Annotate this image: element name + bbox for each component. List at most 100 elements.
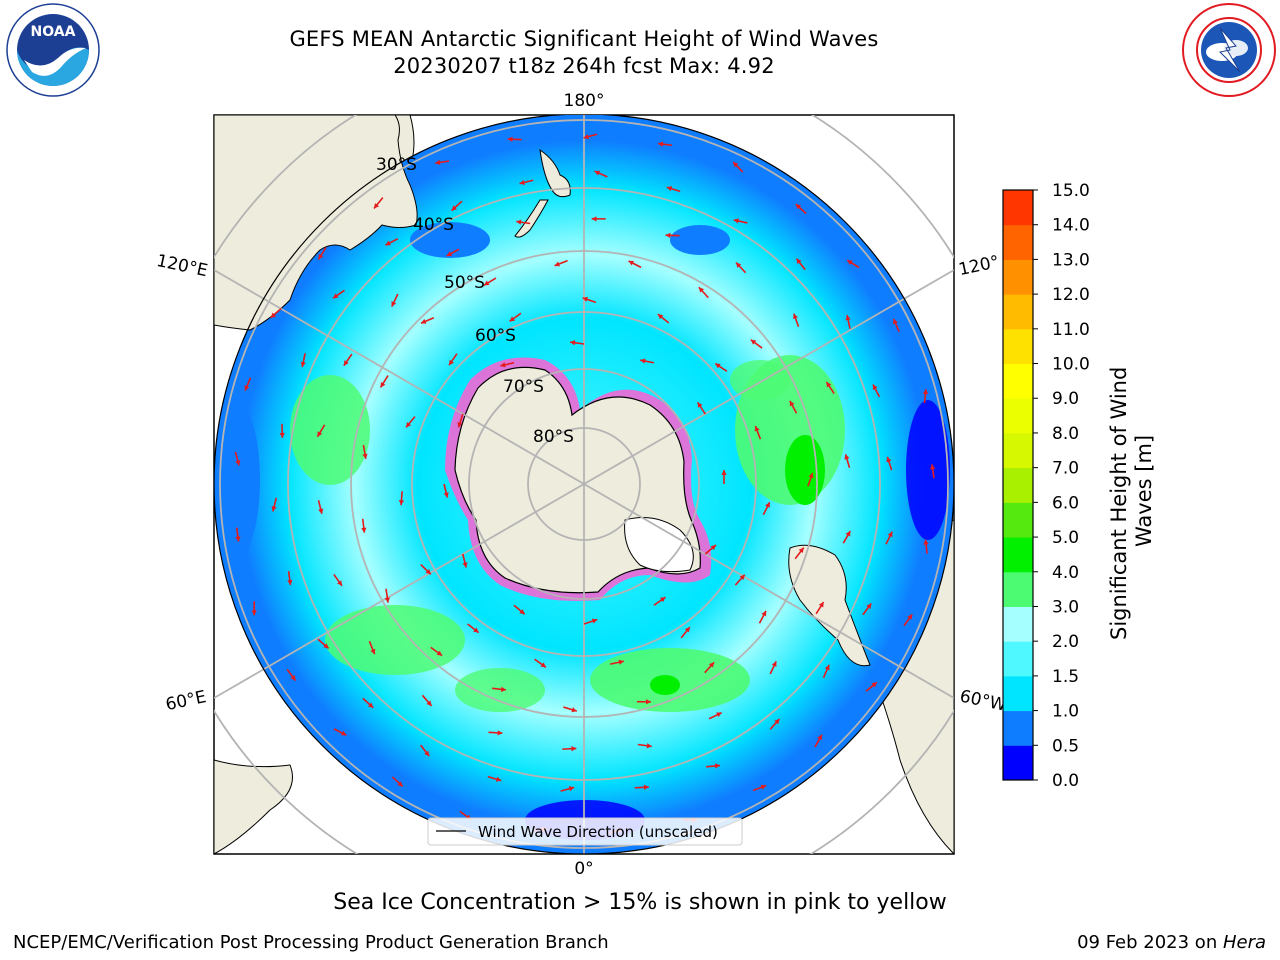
colorbar-band <box>1003 537 1033 573</box>
wave-arrow-head <box>443 492 449 498</box>
wave-arrow-head <box>362 453 368 459</box>
colorbar-tick-label: 13.0 <box>1052 250 1090 270</box>
lon-label-top: 180° <box>564 91 605 111</box>
wave-arrow-head <box>750 339 757 345</box>
wave-arrow-head <box>714 763 720 769</box>
wave-arrow-head <box>930 464 936 470</box>
colorbar-tick-label: 2.0 <box>1052 632 1079 652</box>
wave-arrow-head <box>643 784 649 790</box>
wave-arrow-head <box>446 251 453 256</box>
wave-arrow-head <box>385 240 391 246</box>
wave-arrow-head <box>582 296 589 302</box>
wave-arrow-head <box>554 261 561 267</box>
wave-arrow-head <box>500 686 507 692</box>
colorbar-band <box>1003 502 1033 538</box>
wave-arrow-head <box>406 421 412 428</box>
colorbar-tick-label: 14.0 <box>1052 216 1090 236</box>
wave-arrow-head <box>789 400 795 407</box>
wave-arrow-head <box>500 362 506 368</box>
wave-arrow-head <box>424 750 430 757</box>
wave-arrow-head <box>340 730 347 736</box>
wave-arrow-head <box>872 384 878 390</box>
wave-arrow-head <box>271 506 277 512</box>
wave-arrow-head <box>497 730 503 736</box>
wave-arrow-head <box>290 675 296 681</box>
wave-arrow-head <box>370 648 376 655</box>
wave-arrow-head <box>279 432 285 438</box>
wave-arrow-head <box>754 426 760 432</box>
wave-arrow-head <box>710 544 716 551</box>
wave-arrow-head <box>457 421 463 428</box>
wave-arrow-head <box>765 502 770 508</box>
wave-arrow-head <box>449 359 454 366</box>
wave-arrow-head <box>922 389 929 395</box>
wave-arrow-head <box>420 318 427 324</box>
wave-arrow-head <box>845 531 851 537</box>
wave-arrow-head <box>795 204 802 210</box>
wave-arrow-head <box>570 340 576 346</box>
colorbar-tick-label: 10.0 <box>1052 355 1090 375</box>
wave-arrow-head <box>594 170 601 176</box>
lat-label-70s: 70°S <box>503 377 544 397</box>
lon-label-left: 120°E <box>155 251 210 281</box>
wave-arrow-head <box>317 431 323 437</box>
wave-arrow-head <box>796 258 802 265</box>
wave-arrow-head <box>824 664 830 671</box>
wave-arrow-head <box>380 381 386 388</box>
wave-arrow-head <box>373 203 380 209</box>
colorbar-band <box>1003 606 1033 642</box>
legend-label: Wind Wave Direction (unscaled) <box>478 823 718 841</box>
wave-arrow-head <box>591 216 597 222</box>
wave-arrow-head <box>735 262 742 268</box>
wave-arrow-head <box>361 527 367 533</box>
wave-arrow-head <box>473 627 479 633</box>
colorbar-band <box>1003 363 1033 399</box>
wave-arrow-head <box>323 643 329 649</box>
wave-arrow-head <box>235 536 241 542</box>
colorbar-band <box>1003 294 1033 330</box>
wave-arrow-head <box>332 293 339 299</box>
wave-arrow-head <box>540 662 546 668</box>
wave-arrow-head <box>684 626 690 633</box>
colorbar-band <box>1003 190 1033 226</box>
wave-arrow-head <box>507 136 513 142</box>
wave-arrow-head <box>886 456 892 463</box>
lon-label-right: 120° <box>957 252 1001 280</box>
wave-arrow-head <box>495 776 502 782</box>
wave-arrow-head <box>367 702 374 708</box>
wave-arrow-head <box>733 161 739 168</box>
wave-arrow-head <box>666 186 673 192</box>
wave-arrow-head <box>451 205 457 211</box>
wave-arrow-head <box>907 614 913 620</box>
graticule <box>214 115 954 854</box>
colorbar-title-line2: Waves [m] <box>1132 434 1156 547</box>
colorbar-tick-label: 6.0 <box>1052 493 1079 513</box>
wave-arrow-head <box>826 381 832 388</box>
wave-arrow-head <box>708 662 715 668</box>
wave-arrow-head <box>483 280 490 286</box>
colorbar-tick-label: 1.5 <box>1052 667 1079 687</box>
wave-arrow-head <box>640 358 646 364</box>
wave-arrow-head <box>844 454 850 460</box>
colorbar-band <box>1003 224 1033 260</box>
wave-arrow-head <box>384 597 390 603</box>
wave-arrow-head <box>646 699 651 705</box>
colorbar-band <box>1003 641 1033 677</box>
colorbar-band <box>1003 710 1033 746</box>
wave-arrow-head <box>591 618 598 624</box>
colorbar-tick-label: 0.0 <box>1052 771 1079 791</box>
colorbar-tick-label: 11.0 <box>1052 320 1090 340</box>
wave-arrow-head <box>808 472 814 479</box>
lat-label-80s: 80°S <box>533 427 574 447</box>
colorbar-frame <box>1002 189 1034 781</box>
wave-arrow-head <box>658 141 664 147</box>
wave-arrow-head <box>391 301 397 307</box>
lat-label-60s: 60°S <box>475 326 516 346</box>
continents <box>214 115 871 667</box>
colorbar-tick-label: 5.0 <box>1052 528 1079 548</box>
colorbar-band <box>1003 432 1033 469</box>
wave-arrow-head <box>426 700 432 706</box>
credit-machine: Hera <box>1222 932 1266 953</box>
wave-arrow-head <box>798 547 804 554</box>
